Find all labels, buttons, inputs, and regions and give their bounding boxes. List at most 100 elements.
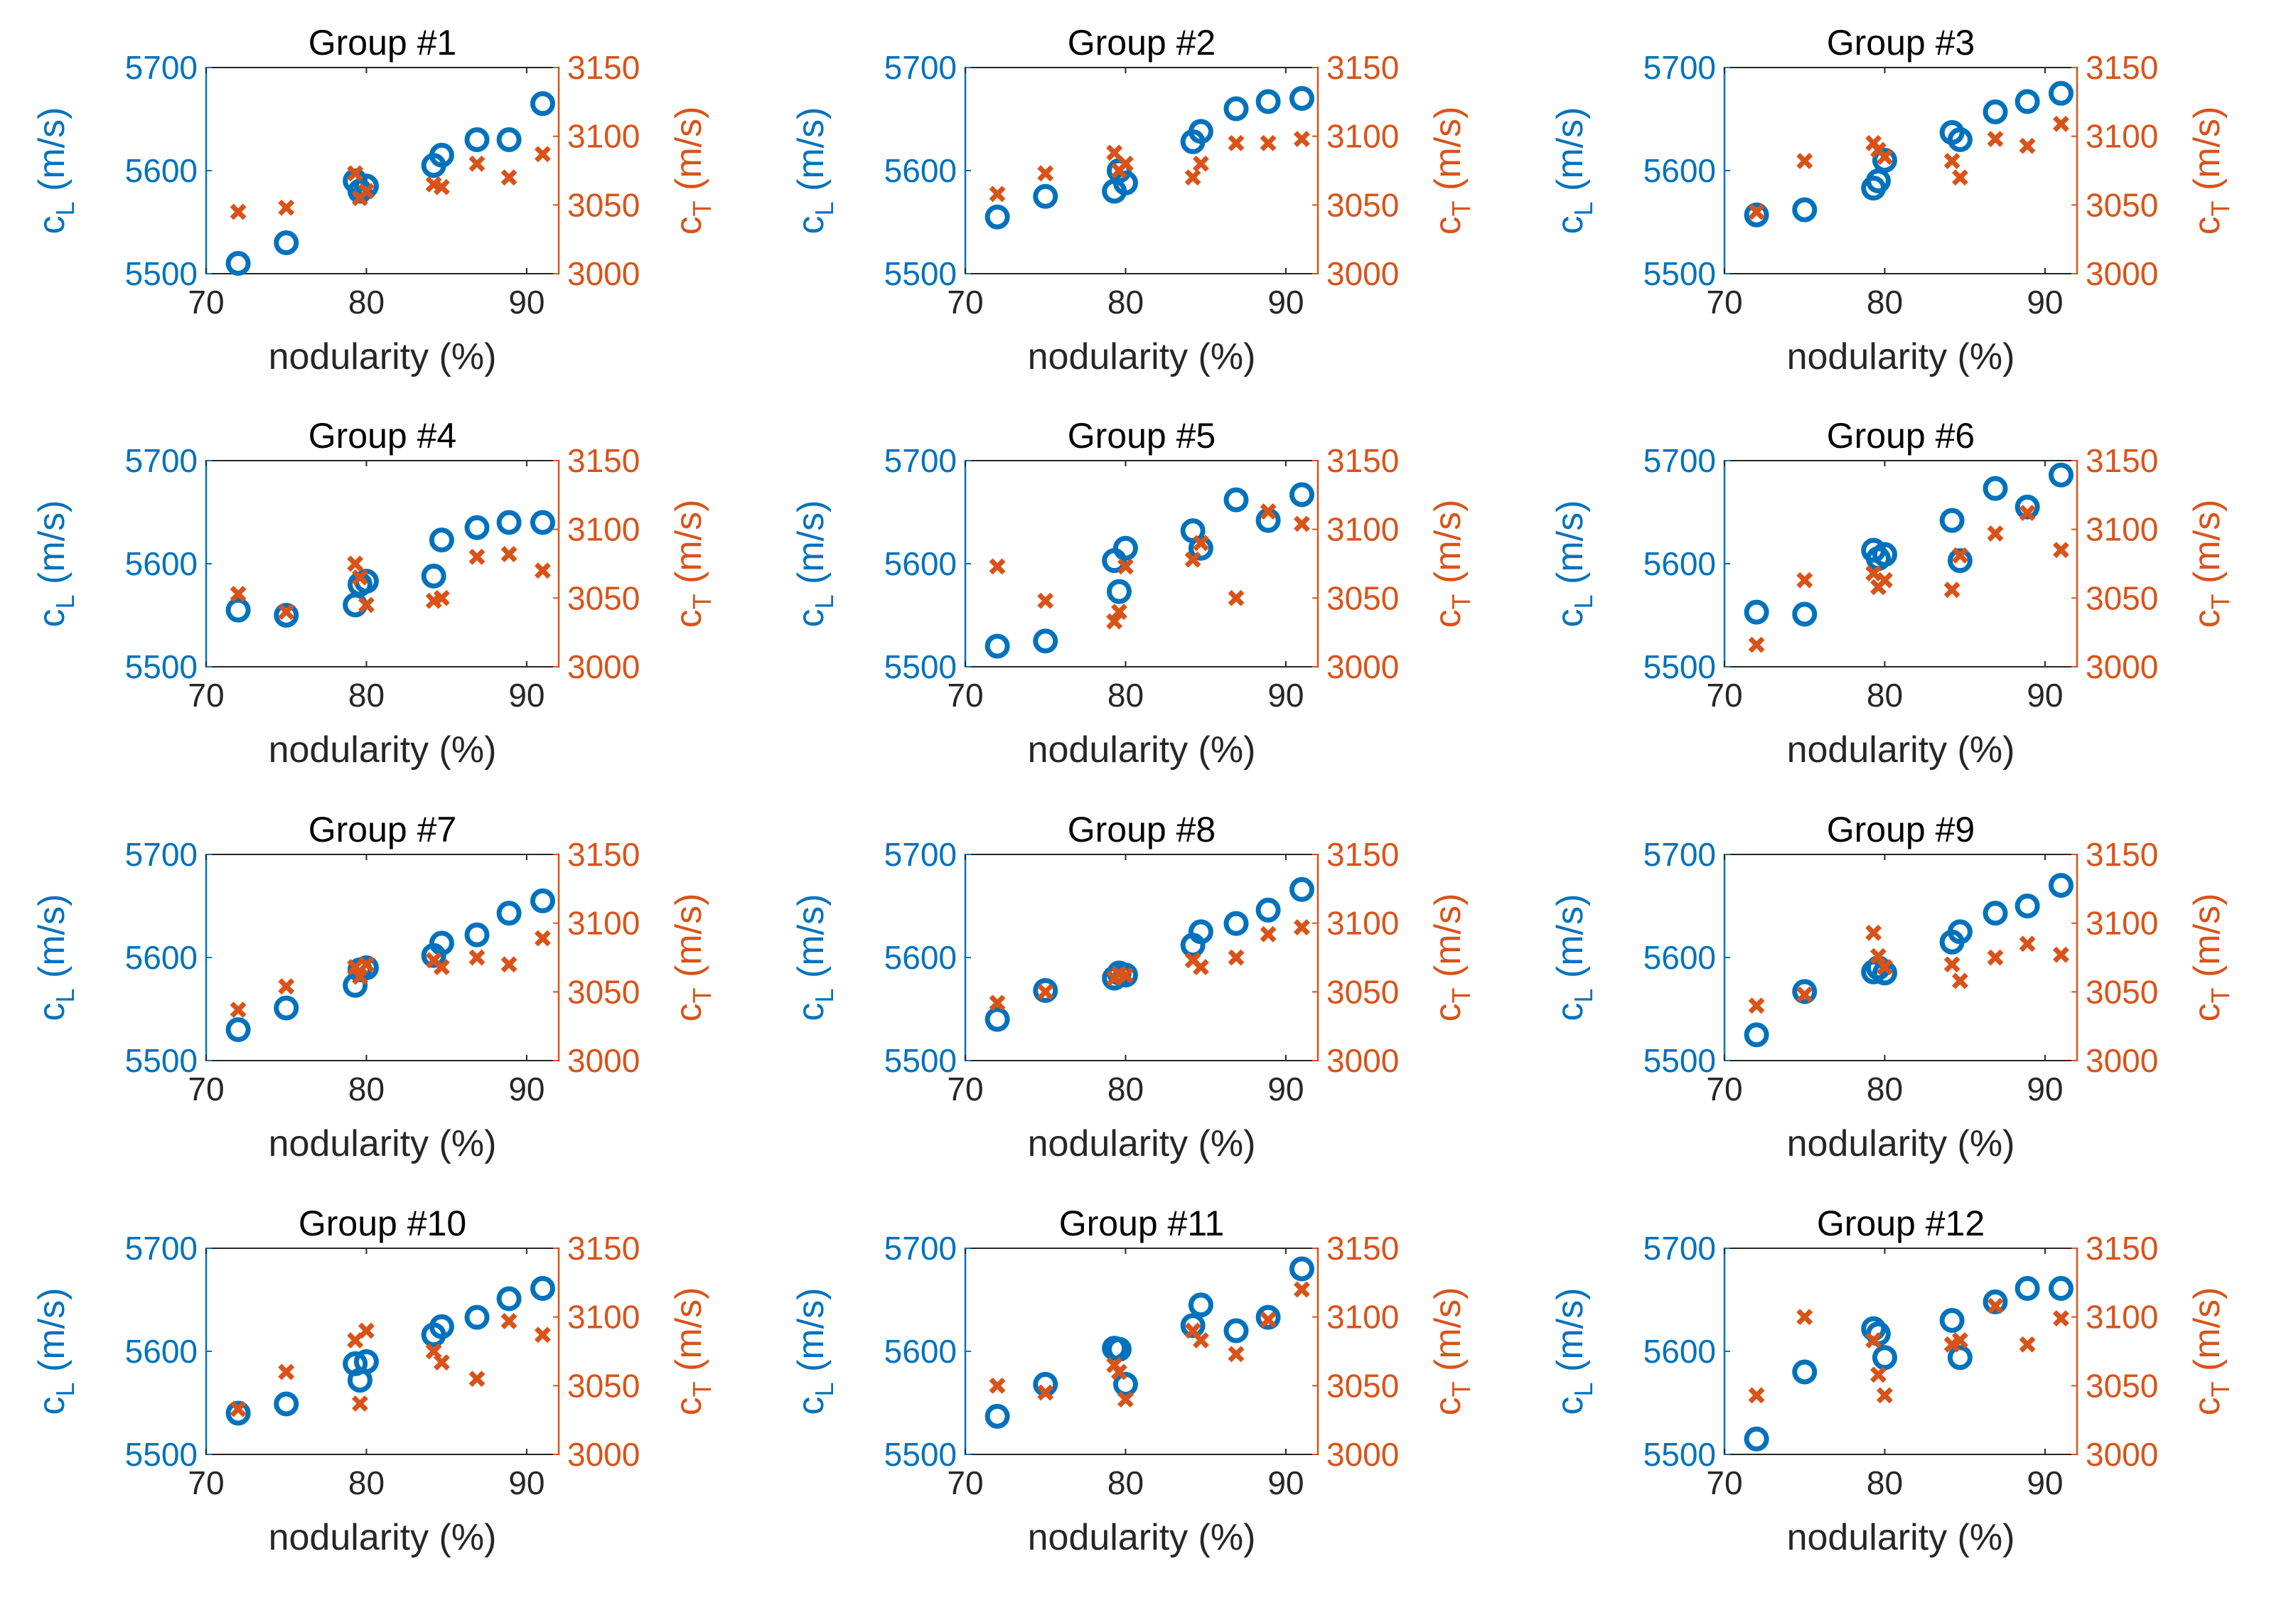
cT-point (1869, 948, 1887, 965)
right-y-axis-label: cT (m/s) (668, 894, 717, 1022)
subplot-1: Group #1 70 80 90 5500 5600 5700 3000 3050 3100 31… (31, 23, 717, 377)
right-y-tick-label: 3150 (2086, 49, 2158, 86)
right-y-label-main: c (2187, 1397, 2228, 1415)
cT-point (1796, 1309, 1813, 1326)
left-y-tick-label: 5600 (884, 545, 957, 582)
left-y-label-subscript: L (1569, 1382, 1598, 1396)
x-tick-label: 90 (508, 1464, 545, 1501)
right-y-axis-label: cT (m/s) (2187, 894, 2235, 1022)
left-y-label-main: c (1550, 1396, 1591, 1415)
cT-point (468, 1371, 486, 1388)
left-y-tick-label: 5500 (125, 1042, 198, 1079)
cT-point (1748, 203, 1765, 220)
right-y-axis-label: cT (m/s) (2187, 1287, 2235, 1416)
right-y-tick-label: 3050 (567, 1367, 640, 1404)
right-y-label-main: c (2187, 1003, 2228, 1021)
chart-title: Group #9 (1827, 810, 1975, 849)
left-y-label-subscript: L (50, 201, 80, 215)
x-axis-label: nodularity (%) (269, 336, 497, 377)
right-y-axis-label: cT (m/s) (2187, 107, 2235, 235)
left-y-tick-label: 5600 (1643, 152, 1716, 189)
cL-point (1947, 1345, 1973, 1371)
cL-point (1033, 977, 1058, 1003)
cT-point (433, 178, 450, 195)
cT-point (468, 155, 486, 172)
left-y-axis-label: cL (m/s) (31, 894, 80, 1021)
subplot-5: Group #5 70 80 90 5500 5600 5700 3000 3050 3100 31… (790, 416, 1476, 771)
left-y-label-unit: (m/s) (790, 107, 832, 202)
subplot-10: Group #10 70 80 90 5500 5600 5700 3000 3050 3100 3… (31, 1203, 717, 1558)
cT-point (1228, 1346, 1245, 1363)
right-y-label-unit: (m/s) (668, 500, 709, 594)
left-y-label-main: c (1550, 608, 1591, 627)
cT-point (1951, 1332, 1968, 1349)
right-y-label-subscript: T (1447, 987, 1476, 1003)
subplot-11: Group #11 70 80 90 5500 5600 5700 3000 3050 3100 3… (790, 1203, 1476, 1558)
right-y-label-unit: (m/s) (1427, 107, 1469, 201)
cT-point (1260, 1312, 1277, 1329)
left-y-axis-label: cL (m/s) (1550, 894, 1598, 1021)
cT-point (1228, 949, 1245, 966)
right-y-label-subscript: T (687, 987, 717, 1003)
cT-point (278, 1363, 295, 1380)
right-y-tick-label: 3000 (567, 1436, 640, 1473)
right-y-label-main: c (1427, 216, 1469, 235)
left-y-tick-label: 5500 (884, 255, 957, 292)
x-tick-label: 90 (2027, 677, 2063, 714)
x-tick-label: 70 (1706, 677, 1742, 714)
right-y-tick-label: 3100 (1326, 511, 1399, 548)
cL-point (530, 888, 555, 913)
left-y-tick-label: 5600 (125, 1333, 198, 1370)
left-y-tick-label: 5600 (125, 939, 198, 976)
cL-point (1255, 897, 1281, 923)
cL-point (429, 1314, 454, 1339)
cL-point (985, 1403, 1010, 1429)
subplot-7: Group #7 70 80 90 5500 5600 5700 3000 3050 3100 31… (31, 810, 717, 1164)
left-y-tick-label: 5600 (884, 939, 957, 976)
right-y-label-unit: (m/s) (2187, 107, 2228, 201)
right-y-label-main: c (668, 609, 709, 628)
cL-point (1033, 628, 1058, 654)
cT-point (1987, 131, 2004, 148)
cT-point (230, 1001, 247, 1018)
right-y-label-unit: (m/s) (1427, 1287, 1469, 1382)
cT-point (1260, 503, 1277, 520)
cT-point (2019, 935, 2036, 953)
cL-point (353, 1349, 379, 1374)
cL-point (496, 510, 522, 535)
x-tick-label: 70 (947, 677, 983, 714)
x-tick-label: 70 (188, 284, 224, 321)
left-y-label-unit: (m/s) (790, 500, 832, 595)
cT-point (1228, 589, 1245, 606)
left-y-label-subscript: L (1569, 988, 1598, 1002)
cT-point (358, 596, 375, 613)
right-y-label-subscript: T (1447, 1381, 1476, 1397)
chart-title: Group #5 (1068, 416, 1216, 456)
left-y-axis-label: cL (m/s) (31, 107, 80, 235)
cL-point (1180, 1313, 1206, 1339)
cT-point (1192, 959, 1209, 976)
right-y-label-main: c (668, 1003, 709, 1021)
right-y-tick-label: 3150 (1326, 49, 1399, 86)
cL-point (1744, 202, 1769, 227)
cT-point (2019, 504, 2036, 521)
cT-point (1951, 547, 1968, 564)
right-y-axis-label: cT (m/s) (1427, 500, 1476, 628)
chart-title: Group #10 (299, 1203, 466, 1243)
cT-point (351, 968, 368, 985)
plot-frame (205, 460, 559, 667)
x-axis-label: nodularity (%) (1028, 729, 1256, 771)
x-tick-label: 90 (2027, 1464, 2063, 1501)
right-y-label-unit: (m/s) (2187, 500, 2228, 594)
cL-point (2048, 1276, 2074, 1302)
right-y-label-main: c (668, 1397, 709, 1415)
cL-point (464, 1304, 490, 1330)
cL-point (1188, 1292, 1213, 1318)
left-y-tick-label: 5700 (125, 1230, 198, 1267)
cT-point (1943, 1336, 1960, 1353)
x-tick-label: 90 (1267, 1464, 1304, 1501)
cL-point (1188, 119, 1213, 144)
left-y-label-unit: (m/s) (1550, 107, 1591, 202)
cT-point (358, 1322, 375, 1339)
cL-point (530, 1276, 555, 1302)
